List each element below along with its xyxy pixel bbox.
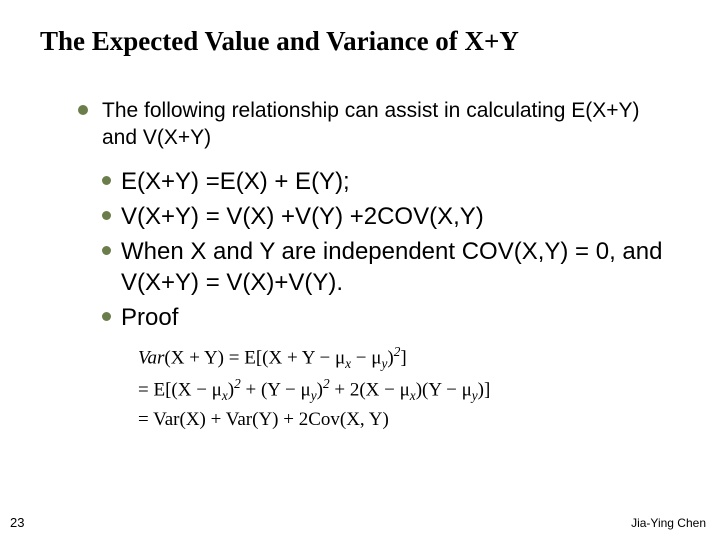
sub-bullets: E(X+Y) =E(X) + E(Y); V(X+Y) = V(X) +V(Y)… <box>78 166 680 334</box>
bullet-level2: E(X+Y) =E(X) + E(Y); <box>102 166 680 197</box>
bullet-icon <box>102 246 111 255</box>
content-area: The following relationship can assist in… <box>40 97 680 434</box>
proof-text: = E[(X − μ <box>138 379 222 400</box>
bullet-level1: The following relationship can assist in… <box>78 97 680 152</box>
proof-text: Var <box>138 347 164 368</box>
proof-text: + (Y − μ <box>241 379 311 400</box>
proof-text: )(Y − μ <box>416 379 472 400</box>
proof-text: + 2(X − μ <box>330 379 410 400</box>
item-a: E(X+Y) =E(X) + E(Y); <box>121 166 350 197</box>
slide-title: The Expected Value and Variance of X+Y <box>40 20 680 67</box>
item-b: V(X+Y) = V(X) +V(Y) +2COV(X,Y) <box>121 201 484 232</box>
proof-sup: 2 <box>323 376 330 391</box>
bullet-icon <box>102 211 111 220</box>
proof-line-1: Var(X + Y) = E[(X + Y − μx − μy)2] <box>138 342 680 374</box>
item-c: When X and Y are independent COV(X,Y) = … <box>121 236 680 298</box>
proof-text: = Var(X) + Var(Y) + 2Cov(X, Y) <box>138 409 389 430</box>
bullet-icon <box>102 176 111 185</box>
proof-text: )] <box>478 379 491 400</box>
slide: The Expected Value and Variance of X+Y T… <box>0 0 720 540</box>
proof-line-2: = E[(X − μx)2 + (Y − μy)2 + 2(X − μx)(Y … <box>138 374 680 406</box>
bullet-level2: Proof <box>102 302 680 333</box>
proof-text: ] <box>400 347 406 368</box>
bullet-icon <box>102 312 111 321</box>
proof-text: (X + Y) = E[(X + Y − μ <box>164 347 345 368</box>
bullet-level2: When X and Y are independent COV(X,Y) = … <box>102 236 680 298</box>
bullet-level2: V(X+Y) = V(X) +V(Y) +2COV(X,Y) <box>102 201 680 232</box>
proof-block: Var(X + Y) = E[(X + Y − μx − μy)2] = E[(… <box>78 342 680 435</box>
proof-sup: 2 <box>234 376 241 391</box>
author-name: Jia-Ying Chen <box>631 516 706 530</box>
proof-text: − μ <box>351 347 381 368</box>
item-d: Proof <box>121 302 178 333</box>
bullet-icon <box>78 105 88 115</box>
page-number: 23 <box>10 515 24 530</box>
proof-line-3: = Var(X) + Var(Y) + 2Cov(X, Y) <box>138 406 680 435</box>
intro-text: The following relationship can assist in… <box>102 97 680 152</box>
